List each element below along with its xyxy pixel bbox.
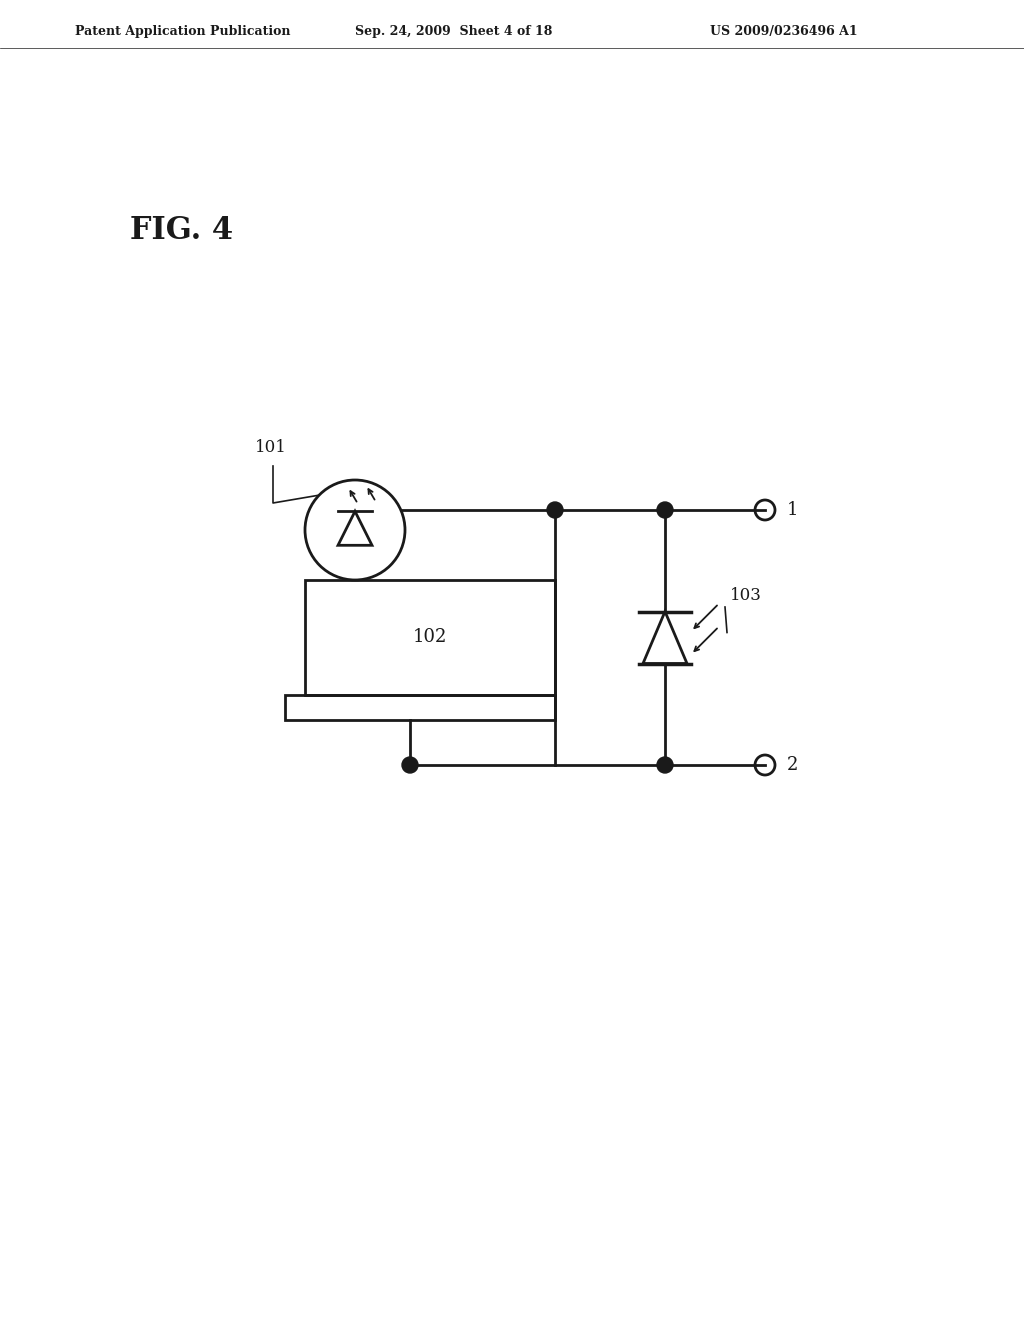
Circle shape (755, 755, 775, 775)
Text: US 2009/0236496 A1: US 2009/0236496 A1 (710, 25, 858, 38)
Circle shape (657, 502, 673, 517)
Text: Patent Application Publication: Patent Application Publication (75, 25, 291, 38)
Bar (285, 696, 555, 719)
Text: FIG. 4: FIG. 4 (130, 215, 233, 246)
Circle shape (755, 500, 775, 520)
Circle shape (305, 480, 406, 579)
Circle shape (547, 502, 563, 517)
Circle shape (402, 756, 418, 774)
Text: 103: 103 (730, 586, 762, 603)
Text: 2: 2 (787, 756, 799, 774)
Bar (305, 579, 555, 696)
Text: 102: 102 (413, 628, 447, 647)
Circle shape (657, 756, 673, 774)
Text: 1: 1 (787, 502, 799, 519)
Text: 101: 101 (255, 440, 287, 457)
Text: Sep. 24, 2009  Sheet 4 of 18: Sep. 24, 2009 Sheet 4 of 18 (355, 25, 552, 38)
